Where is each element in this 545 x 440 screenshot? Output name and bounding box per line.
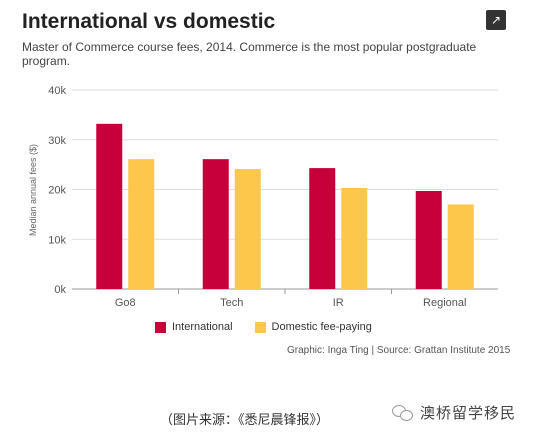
y-axis-ticks: 0k 10k 20k 30k 40k	[48, 85, 66, 296]
bar-domestic-tech	[234, 169, 261, 289]
y-tick-label: 10k	[48, 234, 66, 246]
bars	[96, 123, 474, 289]
y-tick-label: 30k	[48, 135, 66, 147]
x-tick-label: Tech	[220, 297, 243, 309]
y-tick-label: 40k	[48, 85, 66, 97]
legend-swatch-domestic	[254, 321, 266, 333]
y-axis-label: Median annual fees ($)	[28, 144, 38, 236]
legend-swatch-international	[155, 321, 166, 333]
bar-international-tech	[202, 159, 229, 289]
x-axis-ticks: Go8 Tech IR Regional	[115, 289, 466, 309]
share-icon[interactable]: ↗	[486, 10, 506, 30]
source-credit: Graphic: Inga Ting | Source: Grattan Ins…	[287, 345, 511, 356]
bar-domestic-go8	[128, 159, 155, 289]
legend: International Domestic fee-paying	[155, 321, 394, 333]
legend-item-domestic: Domestic fee-paying	[254, 321, 372, 333]
chart-card: International vs domestic Master of Comm…	[22, 10, 511, 356]
y-tick-label: 20k	[48, 185, 66, 197]
wechat-icon	[392, 404, 414, 422]
legend-label-international: International	[172, 321, 233, 333]
wechat-account: 澳桥留学移民	[392, 402, 516, 423]
bar-chart: 0k 10k 20k 30k 40k Median annual fees ($) Go…	[28, 85, 498, 309]
bar-international-regional	[415, 190, 442, 289]
chart-subtitle: Master of Commerce course fees, 2014. Co…	[22, 40, 477, 68]
bar-domestic-regional	[447, 204, 474, 289]
legend-label-domestic: Domestic fee-paying	[271, 321, 372, 333]
x-tick-label: IR	[333, 297, 344, 309]
bar-international-go8	[96, 123, 123, 289]
bar-international-ir	[309, 168, 336, 289]
y-tick-label: 0k	[54, 284, 66, 296]
chart-title: International vs domestic	[22, 10, 276, 33]
image-caption: （图片来源：《悉尼晨锋报》）	[160, 412, 330, 427]
x-tick-label: Go8	[115, 297, 136, 309]
wechat-account-name: 澳桥留学移民	[420, 405, 517, 422]
bar-domestic-ir	[341, 188, 368, 289]
legend-item-international: International	[155, 321, 233, 333]
x-tick-label: Regional	[423, 297, 466, 309]
